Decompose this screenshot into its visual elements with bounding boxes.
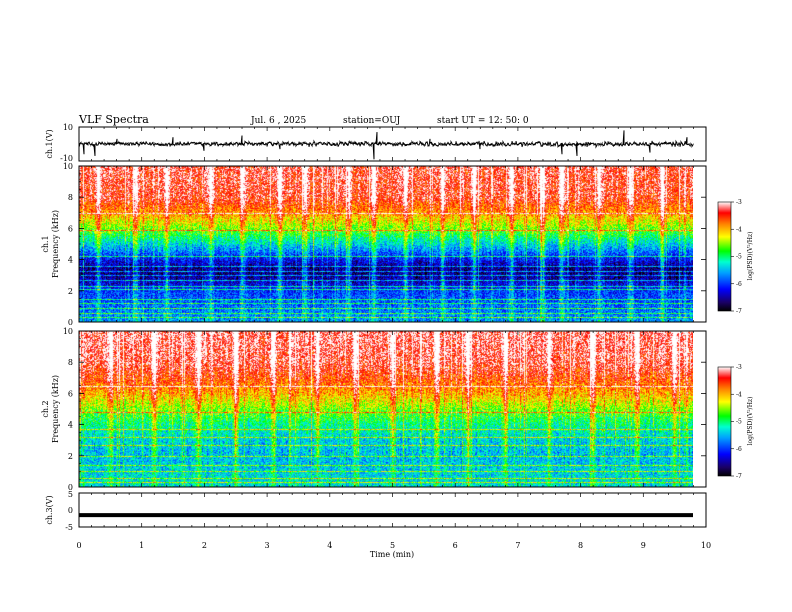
ch1-spectrogram-panel: 0 2 4 6 8 10 ch.1 Frequency (kHz)	[41, 162, 707, 327]
x-tick-label: 1	[139, 541, 144, 550]
x-tick-label: 8	[578, 541, 583, 550]
spec2-ytick-label: 10	[63, 327, 73, 336]
x-tick-label: 5	[390, 541, 395, 550]
ch1-colorbar-tick-label: -4	[736, 226, 742, 233]
ch1-colorbar-tick-label: -7	[736, 308, 742, 315]
spec2-ytick-label: 6	[68, 389, 73, 398]
ch2-colorbar-tick-label: -7	[736, 473, 742, 480]
x-tick-label: 3	[265, 541, 270, 550]
ch1-colorbar-label: log(PSD)(V²/Hz)	[747, 232, 754, 281]
ch3-ytick-bottom: -5	[65, 523, 73, 532]
ch1-colorbar-tick-label: -3	[736, 199, 742, 206]
spec1-ytick-label: 4	[68, 256, 73, 265]
x-tick-label: 10	[701, 541, 711, 550]
x-axis-label: Time (min)	[370, 550, 414, 559]
spec2-ytick-label: 2	[68, 452, 73, 461]
ch2-colorbar-tick-label: -6	[736, 446, 742, 453]
x-tick-label: 7	[515, 541, 520, 550]
x-tick-label: 4	[327, 541, 332, 550]
ch2-spectrogram-panel: 0 2 4 6 8 10 ch.2 Frequency (kHz)	[41, 327, 707, 492]
ch1-colorbar-tick-label: -5	[736, 254, 742, 261]
x-tick-label: 9	[641, 541, 646, 550]
ch1-spectrogram-image	[79, 166, 693, 322]
station-label: station=OUJ	[343, 116, 401, 126]
ch1-waveform-panel: 10 -10 ch.1(V)	[45, 123, 707, 163]
ch3-ytick-top: 5	[68, 490, 73, 499]
ch1-waveform-trace	[78, 130, 694, 160]
ch2-spec-ylabel-frequency: Frequency (kHz)	[51, 375, 60, 443]
figure-title: VLF Spectra	[78, 113, 149, 126]
date-label: Jul. 6 , 2025	[250, 116, 306, 126]
ch3-ytick-mid: 0	[68, 506, 73, 515]
ch3-waveform-panel: 0 1 2 3 4 5 6 7 8 9 10 5 0 -5 ch.3(V) Time (min)	[45, 490, 711, 559]
start-time-label: start UT = 12: 50: 0	[437, 116, 529, 126]
spec1-ytick-label: 10	[63, 162, 73, 171]
ch1-colorbar-tick-label: -6	[736, 281, 742, 288]
x-tick-label: 6	[453, 541, 458, 550]
spec1-ytick-label: 8	[68, 193, 73, 202]
ch2-spectrogram-image	[79, 331, 693, 487]
ch1-ylabel: ch.1(V)	[45, 129, 54, 158]
spec1-ytick-label: 2	[68, 287, 73, 296]
ch2-spec-ylabel-channel: ch.2	[41, 400, 50, 417]
spec2-ytick-label: 4	[68, 421, 73, 430]
x-tick-label: 2	[202, 541, 207, 550]
ch2-colorbar-tick-label: -4	[736, 391, 742, 398]
spec2-ytick-label: 0	[68, 483, 73, 492]
ch1-spec-ylabel-frequency: Frequency (kHz)	[51, 210, 60, 278]
ch2-colorbar-tick-label: -5	[736, 419, 742, 426]
spec2-ytick-label: 8	[68, 358, 73, 367]
spec1-ytick-label: 0	[68, 318, 73, 327]
ch3-ylabel: ch.3(V)	[45, 495, 54, 524]
x-tick-label: 0	[76, 541, 81, 550]
ch2-colorbar: -3 -4 -5 -6 -7 log(PSD)(V²/Hz)	[717, 364, 754, 480]
spec1-ytick-label: 6	[68, 224, 73, 233]
ch1-ytick-bottom: -10	[60, 154, 73, 163]
ch1-colorbar: -3 -4 -5 -6 -7 log(PSD)(V²/Hz)	[717, 199, 754, 315]
ch1-spec-ylabel-channel: ch.1	[41, 235, 50, 252]
ch2-colorbar-label: log(PSD)(V²/Hz)	[747, 397, 754, 446]
ch1-ytick-top: 10	[63, 123, 73, 132]
ch2-colorbar-tick-label: -3	[736, 364, 742, 371]
